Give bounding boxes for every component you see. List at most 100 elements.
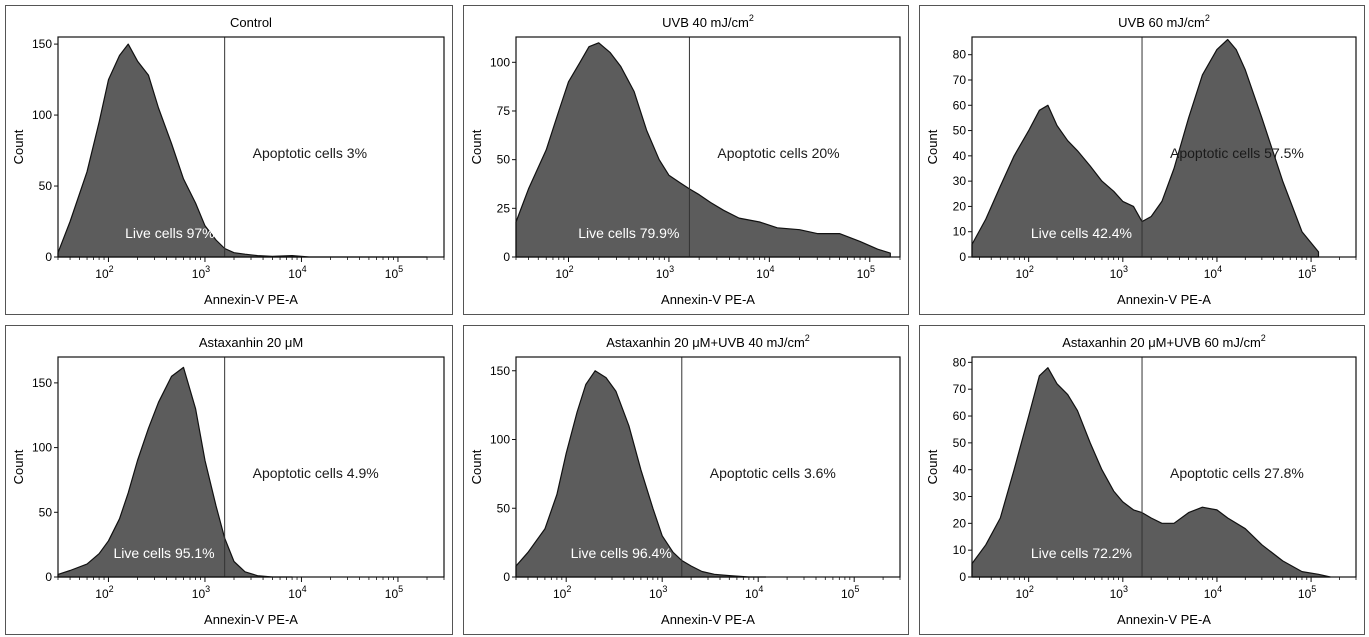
y-tick-label: 0	[45, 570, 52, 584]
y-axis-label: Count	[11, 449, 26, 484]
panel-astax-uvb60: Astaxanhin 20 μM+UVB 60 mJ/cm2 0 10 20 30 40 5…	[919, 325, 1365, 635]
y-axis-label: Count	[11, 129, 26, 164]
x-tick-label: 104	[745, 584, 763, 601]
x-tick-label: 104	[288, 264, 306, 281]
y-tick-label: 150	[32, 376, 52, 390]
y-tick-label: 0	[45, 250, 52, 264]
y-tick-label: 60	[953, 98, 967, 112]
x-axis-label: Annexin-V PE-A	[661, 612, 755, 627]
live-cells-label: Live cells 42.4%	[1031, 225, 1132, 241]
x-tick-label: 102	[555, 264, 573, 281]
live-cells-label: Live cells 95.1%	[113, 545, 214, 561]
x-tick-label: 102	[95, 264, 113, 281]
x-axis-label: Annexin-V PE-A	[204, 612, 298, 627]
y-tick-label: 40	[953, 149, 967, 163]
y-tick-label: 50	[39, 505, 53, 519]
y-tick-label: 100	[32, 108, 52, 122]
x-tick-label: 104	[288, 584, 306, 601]
x-tick-label: 103	[192, 264, 210, 281]
y-tick-label: 50	[953, 124, 967, 138]
apoptotic-cells-label: Apoptotic cells 20%	[717, 145, 839, 161]
apoptotic-cells-label: Apoptotic cells 3.6%	[710, 465, 836, 481]
y-tick-label: 30	[953, 174, 967, 188]
chart-title: Control	[230, 15, 272, 30]
y-tick-label: 0	[959, 570, 966, 584]
x-tick-label: 102	[1015, 584, 1033, 601]
live-cells-label: Live cells 79.9%	[578, 225, 679, 241]
x-axis-label: Annexin-V PE-A	[204, 292, 298, 307]
y-tick-label: 150	[32, 37, 52, 51]
panel-uvb40: UVB 40 mJ/cm2 0 25 50 75 100 102 103 104 105 Annex…	[463, 5, 909, 315]
histogram-chart: Astaxanhin 20 μM 0 50 100 150 102 103 104 105 Ann…	[6, 326, 452, 634]
y-tick-label: 20	[953, 516, 967, 530]
x-tick-label: 104	[1204, 584, 1222, 601]
x-tick-label: 103	[656, 264, 674, 281]
x-tick-label: 104	[1204, 264, 1222, 281]
y-axis-label: Count	[925, 449, 940, 484]
y-axis-label: Count	[469, 129, 484, 164]
y-tick-label: 80	[953, 48, 967, 62]
x-axis-label: Annexin-V PE-A	[1117, 612, 1211, 627]
x-tick-label: 105	[1298, 264, 1316, 281]
x-tick-label: 105	[385, 264, 403, 281]
chart-title: UVB 40 mJ/cm2	[662, 13, 754, 30]
x-axis-label: Annexin-V PE-A	[661, 292, 755, 307]
panel-astax-uvb40: Astaxanhin 20 μM+UVB 40 mJ/cm2 0 50 100 150 1…	[463, 325, 909, 635]
y-tick-label: 0	[503, 250, 510, 264]
y-tick-label: 25	[497, 201, 511, 215]
x-tick-label: 102	[1015, 264, 1033, 281]
x-tick-label: 103	[192, 584, 210, 601]
y-axis-label: Count	[469, 449, 484, 484]
x-tick-label: 102	[553, 584, 571, 601]
histogram-chart: Astaxanhin 20 μM+UVB 60 mJ/cm20102030405…	[920, 326, 1364, 634]
apoptotic-cells-label: Apoptotic cells 3%	[253, 145, 367, 161]
apoptotic-cells-label: Apoptotic cells 4.9%	[253, 465, 379, 481]
x-tick-label: 104	[756, 264, 774, 281]
x-tick-label: 105	[1298, 584, 1316, 601]
x-axis-label: Annexin-V PE-A	[1117, 292, 1211, 307]
panel-astax: Astaxanhin 20 μM 0 50 100 150 102 103 104 105 Ann…	[5, 325, 453, 635]
apoptotic-cells-label: Apoptotic cells 27.8%	[1170, 465, 1304, 481]
y-tick-label: 10	[953, 543, 967, 557]
y-tick-label: 50	[497, 501, 511, 515]
panel-control: Control 0 50 100 150 102 103 104 105 Annexin-V PE…	[5, 5, 453, 315]
x-tick-label: 103	[1110, 584, 1128, 601]
histogram-chart: UVB 60 mJ/cm2 0 10 20 30 40 50 60 70 80 102 103 104 1…	[920, 6, 1364, 314]
x-tick-label: 105	[385, 584, 403, 601]
live-cells-label: Live cells 96.4%	[571, 545, 672, 561]
chart-title: UVB 60 mJ/cm2	[1118, 13, 1210, 30]
x-tick-label: 103	[1110, 264, 1128, 281]
y-tick-label: 100	[490, 55, 510, 69]
y-tick-label: 70	[953, 382, 967, 396]
y-tick-label: 20	[953, 199, 967, 213]
panel-uvb60: UVB 60 mJ/cm2 0 10 20 30 40 50 60 70 80 102 103 104 1…	[919, 5, 1365, 315]
y-tick-label: 100	[490, 433, 510, 447]
x-tick-label: 105	[857, 264, 875, 281]
y-tick-label: 80	[953, 355, 967, 369]
y-tick-label: 100	[32, 441, 52, 455]
y-tick-label: 50	[953, 436, 967, 450]
x-tick-label: 102	[95, 584, 113, 601]
apoptotic-cells-label: Apoptotic cells 57.5%	[1170, 145, 1304, 161]
histogram-chart: UVB 40 mJ/cm2 0 25 50 75 100 102 103 104 105 Annex…	[464, 6, 908, 314]
y-tick-label: 75	[497, 104, 511, 118]
y-tick-label: 50	[39, 179, 53, 193]
y-tick-label: 30	[953, 490, 967, 504]
histogram-area	[58, 44, 427, 257]
y-tick-label: 50	[497, 153, 511, 167]
live-cells-label: Live cells 97%	[125, 225, 215, 241]
chart-title: Astaxanhin 20 μM	[199, 335, 303, 350]
y-tick-label: 150	[490, 364, 510, 378]
y-tick-label: 0	[503, 570, 510, 584]
x-tick-label: 103	[649, 584, 667, 601]
chart-title: Astaxanhin 20 μM+UVB 40 mJ/cm2	[606, 333, 810, 350]
y-axis-label: Count	[925, 129, 940, 164]
y-tick-label: 0	[959, 250, 966, 264]
y-tick-label: 60	[953, 409, 967, 423]
live-cells-label: Live cells 72.2%	[1031, 545, 1132, 561]
y-tick-label: 10	[953, 225, 967, 239]
x-tick-label: 105	[841, 584, 859, 601]
chart-title: Astaxanhin 20 μM+UVB 60 mJ/cm2	[1062, 333, 1266, 350]
y-tick-label: 70	[953, 73, 967, 87]
histogram-chart: Astaxanhin 20 μM+UVB 40 mJ/cm2 0 50 100 150 1…	[464, 326, 908, 634]
